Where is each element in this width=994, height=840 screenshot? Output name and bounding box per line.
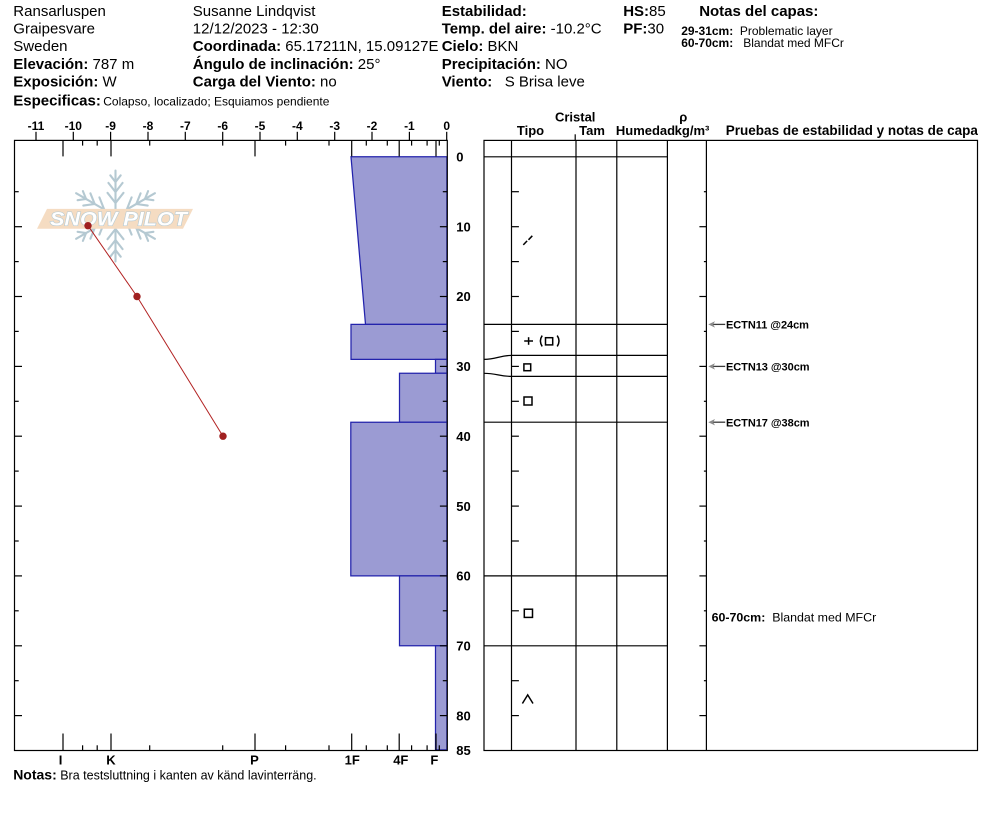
svg-text:ρ: ρ: [679, 109, 687, 124]
svg-text:-6: -6: [217, 119, 228, 133]
svg-text:Especificas: Colapso, localiza: Especificas: Colapso, localizado; Esquia…: [13, 92, 329, 109]
svg-text:60-70cm: Blandat med MFCr: 60-70cm: Blandat med MFCr: [712, 611, 877, 625]
svg-text:-3: -3: [329, 119, 340, 133]
svg-text:-9: -9: [105, 119, 116, 133]
svg-text:1F: 1F: [345, 753, 360, 768]
svg-text:-11: -11: [28, 119, 45, 133]
svg-text:29-31cm: Problematic layer: 29-31cm: Problematic layer: [681, 24, 832, 38]
svg-text:Elevación: 787 m: Elevación: 787 m: [13, 56, 134, 73]
svg-text:Notas: Bra testsluttning i kan: Notas: Bra testsluttning i kanten av kän…: [13, 767, 316, 783]
svg-text:Notas del capas:: Notas del capas:: [699, 3, 818, 20]
svg-text:60-70cm: Blandat med MFCr: 60-70cm: Blandat med MFCr: [681, 36, 844, 50]
svg-text:60: 60: [456, 569, 470, 584]
svg-text:70: 70: [456, 639, 470, 654]
svg-text:-2: -2: [367, 119, 378, 133]
svg-text:50: 50: [456, 499, 470, 514]
svg-text:Cielo: BKN: Cielo: BKN: [442, 38, 519, 55]
svg-text:Temp. del aire: -10.2°C: Temp. del aire: -10.2°C: [442, 21, 602, 38]
svg-text:HS:85: HS:85: [623, 3, 666, 20]
svg-text:40: 40: [456, 429, 470, 444]
svg-text:I: I: [59, 753, 63, 768]
svg-text:Ransarluspen: Ransarluspen: [13, 3, 106, 20]
svg-text:Humedad: Humedad: [616, 123, 675, 138]
svg-text:-5: -5: [255, 119, 266, 133]
svg-text:20: 20: [456, 289, 470, 304]
svg-text:K: K: [106, 753, 116, 768]
svg-text:Ángulo de inclinación: 25°: Ángulo de inclinación: 25°: [193, 56, 381, 73]
svg-text:Coordinada: 65.17211N, 15.0912: Coordinada: 65.17211N, 15.09127E: [193, 38, 439, 55]
svg-text:85: 85: [456, 743, 470, 758]
svg-text:0: 0: [443, 119, 450, 133]
svg-text:Susanne Lindqvist: Susanne Lindqvist: [193, 3, 316, 20]
svg-text:Pruebas de estabilidad y notas: Pruebas de estabilidad y notas de capa: [726, 123, 979, 138]
svg-text:Sweden: Sweden: [13, 38, 67, 55]
svg-text:-10: -10: [65, 119, 83, 133]
svg-text:Precipitación: NO: Precipitación: NO: [442, 56, 568, 73]
svg-text:kg/m³: kg/m³: [675, 123, 710, 138]
svg-text:F: F: [430, 753, 438, 768]
svg-text:Tipo: Tipo: [517, 123, 544, 138]
svg-text:Estabilidad:: Estabilidad:: [442, 3, 527, 20]
svg-text:12/12/2023 - 12:30: 12/12/2023 - 12:30: [193, 21, 319, 38]
svg-text:Exposición: W: Exposición: W: [13, 74, 117, 91]
svg-text:-1: -1: [404, 119, 415, 133]
svg-text:-8: -8: [143, 119, 154, 133]
svg-text:Cristal: Cristal: [555, 109, 595, 124]
svg-text:ECTN17 @38cm: ECTN17 @38cm: [726, 417, 810, 429]
svg-text:P: P: [250, 753, 259, 768]
svg-text:-7: -7: [180, 119, 191, 133]
svg-text:30: 30: [456, 359, 470, 374]
svg-text:80: 80: [456, 708, 470, 723]
svg-text:4F: 4F: [393, 753, 408, 768]
svg-text:Viento: S Brisa leve: Viento: S Brisa leve: [442, 74, 585, 91]
svg-text:0: 0: [456, 150, 463, 165]
svg-text:PF:30: PF:30: [623, 21, 664, 38]
svg-text:SNOW PILOT: SNOW PILOT: [50, 210, 189, 231]
svg-text:-4: -4: [292, 119, 303, 133]
svg-text:10: 10: [456, 219, 470, 234]
svg-text:Graipesvare: Graipesvare: [13, 21, 95, 38]
svg-text:Carga del Viento: no: Carga del Viento: no: [193, 74, 337, 91]
svg-text:Tam: Tam: [579, 123, 605, 138]
svg-text:ECTN11 @24cm: ECTN11 @24cm: [726, 320, 809, 332]
svg-text:ECTN13 @30cm: ECTN13 @30cm: [726, 362, 810, 374]
